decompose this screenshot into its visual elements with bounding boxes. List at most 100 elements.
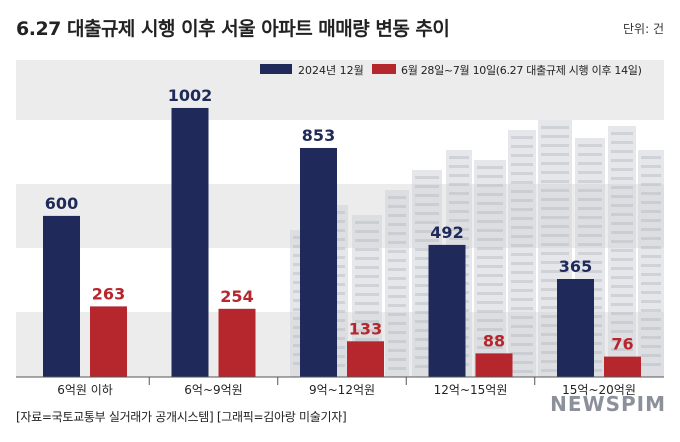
building-window-row	[541, 162, 569, 165]
building-window-row	[611, 258, 633, 261]
building-window-row	[641, 273, 661, 276]
data-label-series-2: 88	[483, 331, 505, 350]
building-window-row	[449, 174, 469, 177]
building-window-row	[415, 293, 439, 296]
building-window-row	[388, 223, 406, 226]
building-window-row	[388, 349, 406, 352]
building-window-row	[415, 284, 439, 287]
building-window-row	[449, 219, 469, 222]
building-window-row	[388, 196, 406, 199]
building-window-row	[388, 232, 406, 235]
building-window-row	[541, 324, 569, 327]
building-window-row	[477, 229, 503, 232]
building-window-row	[355, 302, 379, 305]
bar-series-1	[43, 215, 80, 377]
building-window-row	[511, 343, 533, 346]
building-window-row	[541, 234, 569, 237]
data-label-series-2: 76	[611, 335, 633, 354]
building-window-row	[477, 166, 503, 169]
building-window-row	[641, 264, 661, 267]
building-window-row	[477, 265, 503, 268]
building-window-row	[578, 171, 602, 174]
building-window-row	[541, 144, 569, 147]
x-tick-label: 15억~20억원	[562, 383, 636, 397]
building-window-row	[541, 288, 569, 291]
building-window-row	[541, 297, 569, 300]
building-window-row	[415, 347, 439, 350]
bar-series-2	[218, 308, 256, 377]
building-window-row	[541, 198, 569, 201]
building-window-row	[415, 176, 439, 179]
building-window-row	[511, 154, 533, 157]
building-window-row	[541, 261, 569, 264]
building-window-row	[511, 298, 533, 301]
building-window-row	[641, 255, 661, 258]
building-window-row	[355, 320, 379, 323]
building-window-row	[541, 360, 569, 363]
building-window-row	[641, 282, 661, 285]
building-window-row	[449, 228, 469, 231]
building-window-row	[541, 216, 569, 219]
building-window-row	[541, 243, 569, 246]
building-window-row	[511, 334, 533, 337]
building-window-row	[415, 302, 439, 305]
building	[474, 160, 506, 377]
legend: 2024년 12월 6월 28일~7월 10일(6.27 대출규제 시행 이후 1…	[260, 63, 642, 77]
building-window-row	[641, 219, 661, 222]
building-window-row	[541, 351, 569, 354]
building-window-row	[641, 300, 661, 303]
building-window-row	[641, 327, 661, 330]
building-window-row	[449, 165, 469, 168]
building-window-row	[541, 225, 569, 228]
building-window-row	[449, 210, 469, 213]
building-window-row	[578, 189, 602, 192]
building-window-row	[611, 177, 633, 180]
building-window-row	[511, 361, 533, 364]
building-window-row	[511, 172, 533, 175]
background-band	[16, 60, 664, 120]
building-window-row	[641, 183, 661, 186]
x-tick-label: 6억원 이하	[57, 383, 113, 397]
building-window-row	[578, 162, 602, 165]
building-window-row	[541, 315, 569, 318]
building-window-row	[415, 356, 439, 359]
x-axis: 6억원 이하 6억~9억원 9억~12억원 12억~15억원 15억~20억원	[16, 376, 664, 397]
building-window-row	[511, 208, 533, 211]
building-window-row	[355, 275, 379, 278]
building-window-row	[449, 201, 469, 204]
building-window-row	[415, 248, 439, 251]
building-window-row	[449, 237, 469, 240]
legend-swatch-series-2	[372, 64, 396, 74]
building-window-row	[477, 274, 503, 277]
data-label-series-2: 133	[349, 319, 382, 338]
building-window-row	[355, 257, 379, 260]
building-body	[474, 160, 506, 377]
building-window-row	[388, 286, 406, 289]
building-window-row	[578, 153, 602, 156]
building-window-row	[415, 311, 439, 314]
building-window-row	[511, 370, 533, 373]
building-window-row	[511, 181, 533, 184]
building	[638, 150, 664, 377]
building-window-row	[641, 354, 661, 357]
building-window-row	[641, 345, 661, 348]
watermark-logo: NEWSPIM	[550, 392, 666, 416]
building-body	[638, 150, 664, 377]
building-window-row	[388, 205, 406, 208]
building-window-row	[578, 270, 602, 273]
building-window-row	[415, 203, 439, 206]
building-window-row	[611, 330, 633, 333]
data-label-series-1: 492	[430, 223, 463, 242]
legend-swatch-series-1	[260, 64, 292, 74]
building-window-row	[541, 126, 569, 129]
building-window-row	[415, 257, 439, 260]
building-window-row	[449, 183, 469, 186]
building-window-row	[541, 306, 569, 309]
building-window-row	[541, 153, 569, 156]
building-window-row	[611, 321, 633, 324]
building-window-row	[355, 266, 379, 269]
building-window-row	[355, 311, 379, 314]
building-window-row	[477, 319, 503, 322]
building-window-row	[641, 192, 661, 195]
